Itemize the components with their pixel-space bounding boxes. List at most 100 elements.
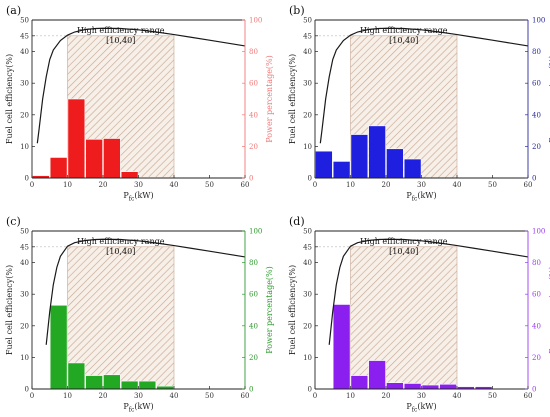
y2-tick-label: 40 xyxy=(532,111,541,119)
y2-tick-label: 60 xyxy=(532,80,541,88)
power-percentage-bar xyxy=(403,158,422,179)
y-tick-label: 20 xyxy=(303,322,312,330)
x-axis-label-unit: (kW) xyxy=(134,402,153,411)
y2-tick-label: 0 xyxy=(249,386,253,394)
power-percentage-bar xyxy=(85,138,103,179)
y-tick-label: 10 xyxy=(20,143,29,151)
x-tick-label: 30 xyxy=(417,392,426,400)
y-tick-label: 45 xyxy=(20,32,29,40)
y2-tick-label: 20 xyxy=(249,143,258,151)
y-tick-label: 0 xyxy=(308,386,312,394)
x-axis-label-unit: (kW) xyxy=(134,191,153,200)
y2-axis-label: Power percentage(%) xyxy=(548,55,550,143)
x-tick-label: 0 xyxy=(313,392,317,400)
y-tick-label: 50 xyxy=(20,17,29,25)
x-tick-label: 40 xyxy=(170,181,179,189)
y2-tick-label: 100 xyxy=(249,228,262,236)
y2-tick-label: 80 xyxy=(249,259,258,267)
x-axis-label: Pfc(kW) xyxy=(406,402,436,414)
x-axis-label-subscript: fc xyxy=(412,196,418,203)
y-axis-label: Fuel cell efficiency(%) xyxy=(5,54,14,144)
x-tick-label: 0 xyxy=(313,181,317,189)
power-percentage-bar xyxy=(103,138,121,179)
panel-label: (c) xyxy=(6,215,21,228)
x-tick-label: 10 xyxy=(346,181,355,189)
y-tick-label: 40 xyxy=(20,48,29,56)
annotation-title: High efficiency range xyxy=(77,237,165,246)
y-tick-label: 45 xyxy=(303,243,312,251)
annotation-range: [10,40] xyxy=(106,247,135,256)
efficiency-curve xyxy=(45,238,246,345)
y-tick-label: 40 xyxy=(303,259,312,267)
x-axis-label: Pfc(kW) xyxy=(123,191,153,203)
x-tick-label: 50 xyxy=(488,181,497,189)
power-percentage-bar xyxy=(386,382,404,390)
y2-tick-label: 80 xyxy=(532,259,541,267)
x-tick-label: 60 xyxy=(241,392,250,400)
x-tick-label: 10 xyxy=(63,392,72,400)
x-tick-label: 60 xyxy=(524,392,533,400)
y-tick-label: 0 xyxy=(308,175,312,183)
panel-label: (a) xyxy=(6,4,21,17)
annotation-title: High efficiency range xyxy=(77,26,165,35)
power-percentage-bar xyxy=(350,375,369,390)
power-percentage-bar xyxy=(421,384,440,390)
chart-panel: 0 10 20 30 40 50 600102030404550020406080100(d… xyxy=(288,215,550,414)
y2-tick-label: 40 xyxy=(249,111,258,119)
y-tick-label: 45 xyxy=(20,243,29,251)
y2-tick-label: 100 xyxy=(532,17,545,25)
x-tick-label: 0 xyxy=(30,181,34,189)
y2-tick-label: 20 xyxy=(532,354,541,362)
power-percentage-bar xyxy=(120,380,139,390)
x-tick-label: 40 xyxy=(453,392,462,400)
panel-label: (d) xyxy=(289,215,305,228)
y2-tick-label: 60 xyxy=(249,291,258,299)
x-axis-label-unit: (kW) xyxy=(417,402,436,411)
x-axis-label-subscript: fc xyxy=(129,407,135,414)
power-percentage-bar xyxy=(350,134,369,179)
y2-tick-label: 80 xyxy=(249,48,258,56)
x-axis-label-subscript: fc xyxy=(412,407,418,414)
power-percentage-bar xyxy=(67,362,86,390)
x-axis-label: Pfc(kW) xyxy=(123,402,153,414)
chart-panel: 0 10 20 30 40 50 600102030404550020406080100(a… xyxy=(5,4,274,203)
chart-panel: 0 10 20 30 40 50 600102030404550020406080100(b… xyxy=(288,4,550,203)
y-tick-label: 40 xyxy=(303,48,312,56)
x-tick-label: 20 xyxy=(99,181,108,189)
power-percentage-bar xyxy=(332,304,351,390)
high-efficiency-range-shade xyxy=(350,35,458,179)
y2-tick-label: 100 xyxy=(249,17,262,25)
power-percentage-bar xyxy=(368,360,386,390)
y2-axis-label: Power percentage(%) xyxy=(265,55,274,143)
x-tick-label: 10 xyxy=(63,181,72,189)
x-tick-label: 10 xyxy=(346,392,355,400)
x-axis-label-main: P xyxy=(406,191,412,200)
y-tick-label: 30 xyxy=(20,80,29,88)
power-percentage-bar xyxy=(386,148,404,179)
x-tick-label: 60 xyxy=(241,181,250,189)
y-tick-label: 10 xyxy=(20,354,29,362)
x-tick-label: 40 xyxy=(453,181,462,189)
high-efficiency-range-shade xyxy=(67,35,175,179)
x-tick-label: 50 xyxy=(205,392,214,400)
y-tick-label: 30 xyxy=(303,80,312,88)
x-tick-label: 30 xyxy=(134,181,143,189)
y-tick-label: 45 xyxy=(303,32,312,40)
efficiency-curve xyxy=(319,27,529,144)
x-axis-label-main: P xyxy=(123,402,129,411)
x-tick-label: 40 xyxy=(170,392,179,400)
x-axis-label-main: P xyxy=(123,191,129,200)
power-percentage-bar xyxy=(332,161,351,179)
y2-tick-label: 60 xyxy=(532,291,541,299)
y-axis-label: Fuel cell efficiency(%) xyxy=(5,265,14,355)
y-tick-label: 10 xyxy=(303,354,312,362)
y-tick-label: 0 xyxy=(25,386,29,394)
x-tick-label: 30 xyxy=(417,181,426,189)
high-efficiency-range-shade xyxy=(67,246,175,390)
y-tick-label: 50 xyxy=(303,17,312,25)
y2-tick-label: 60 xyxy=(249,80,258,88)
x-axis-label-unit: (kW) xyxy=(417,191,436,200)
y-tick-label: 20 xyxy=(20,111,29,119)
x-axis-label-main: P xyxy=(406,402,412,411)
y2-tick-label: 80 xyxy=(532,48,541,56)
